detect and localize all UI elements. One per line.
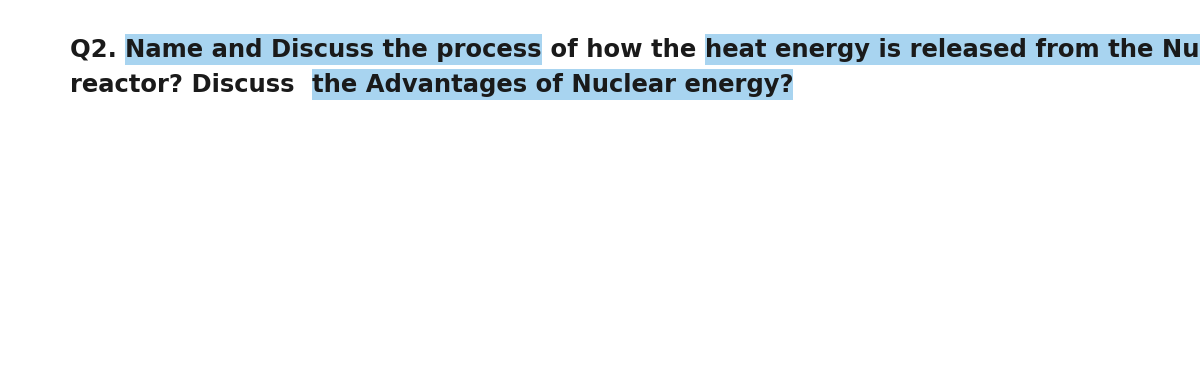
Bar <box>312 68 793 100</box>
Text: Name and Discuss the process: Name and Discuss the process <box>125 38 542 62</box>
Bar <box>704 34 1200 65</box>
Text: Q2.: Q2. <box>70 38 125 62</box>
Text: the Advantages of Nuclear energy?: the Advantages of Nuclear energy? <box>312 73 793 97</box>
Text: heat energy is released from the Nuclear: heat energy is released from the Nuclear <box>704 38 1200 62</box>
Text: reactor? Discuss: reactor? Discuss <box>70 73 312 97</box>
Text: of how the: of how the <box>542 38 704 62</box>
Bar <box>125 34 542 65</box>
